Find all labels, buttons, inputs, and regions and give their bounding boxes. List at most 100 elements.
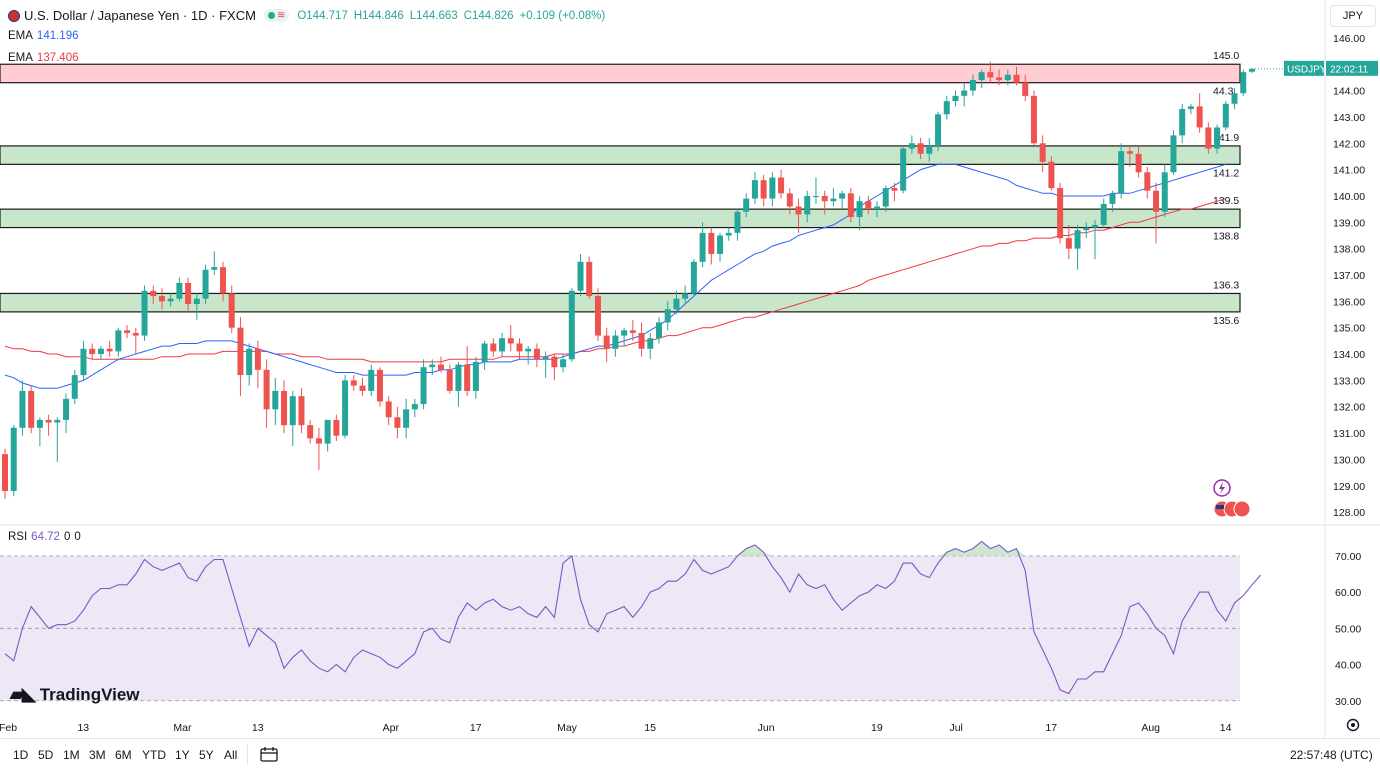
candle-body bbox=[455, 364, 462, 391]
candle-body bbox=[1187, 106, 1194, 110]
candle-body bbox=[333, 419, 340, 436]
candle-body bbox=[830, 198, 837, 202]
candle-body bbox=[150, 290, 157, 297]
symbol-tag-box bbox=[1284, 60, 1324, 76]
candle-body bbox=[621, 330, 628, 336]
candle-body bbox=[533, 348, 540, 360]
us-flag-icon-3[interactable] bbox=[1233, 500, 1251, 518]
candle-body bbox=[725, 232, 732, 236]
logo-text: TradingView bbox=[39, 684, 140, 704]
tf-5d[interactable]: 5D bbox=[38, 748, 54, 762]
tf-1d[interactable]: 1D bbox=[13, 748, 29, 762]
candle-body bbox=[281, 390, 288, 426]
price-chart[interactable]: 145.044.3141.9141.2139.5138.8136.3135.61… bbox=[0, 0, 1380, 738]
zone-label-low: 138.8 bbox=[1213, 231, 1239, 243]
symbol-tag-text: USDJPY bbox=[1287, 64, 1327, 75]
candle-body bbox=[106, 348, 113, 352]
candle-body bbox=[586, 261, 593, 297]
timeframe-bar: 1D 5D 1M 3M 6M YTD 1Y 5Y All bbox=[0, 740, 1380, 770]
candle-body bbox=[751, 180, 758, 199]
calendar-range-icon[interactable] bbox=[260, 746, 278, 762]
axis-settings-icon[interactable] bbox=[1345, 717, 1361, 733]
symbol-title[interactable]: U.S. Dollar / Japanese Yen · 1D · FXCM bbox=[24, 8, 256, 23]
ema-long-legend[interactable]: EMA 137.406 bbox=[8, 52, 79, 64]
event-markers[interactable] bbox=[1212, 479, 1252, 521]
x-tick-label: 14 bbox=[1220, 722, 1232, 734]
candle-body bbox=[307, 425, 314, 439]
price-tick-label: 131.00 bbox=[1333, 428, 1365, 440]
candle-body bbox=[1126, 151, 1133, 154]
ema-short-legend[interactable]: EMA 141.196 bbox=[8, 30, 79, 42]
candle-body bbox=[237, 327, 244, 376]
price-tick-label: 134.00 bbox=[1333, 349, 1365, 361]
candle-body bbox=[254, 348, 261, 370]
candle-body bbox=[908, 143, 915, 149]
candle-body bbox=[1240, 72, 1247, 94]
x-tick-label: 15 bbox=[644, 722, 656, 734]
x-tick-label: 17 bbox=[1045, 722, 1057, 734]
tf-ytd[interactable]: YTD bbox=[142, 748, 166, 762]
price-tick-label: 144.00 bbox=[1333, 86, 1365, 98]
candle-body bbox=[1100, 203, 1107, 225]
utc-clock[interactable]: 22:57:48 (UTC) bbox=[1290, 748, 1373, 762]
tv-logo-icon: ▰◣ bbox=[10, 684, 36, 704]
price-tick-label: 129.00 bbox=[1333, 481, 1365, 493]
candle-body bbox=[1222, 103, 1229, 128]
x-tick-label: Aug bbox=[1141, 722, 1160, 734]
candle-body bbox=[1022, 82, 1029, 96]
candle-body bbox=[36, 419, 43, 428]
tf-5y[interactable]: 5Y bbox=[199, 748, 214, 762]
candle-body bbox=[847, 193, 854, 218]
candle-body bbox=[996, 77, 1003, 81]
candle-body bbox=[19, 390, 26, 428]
candle-body bbox=[438, 364, 444, 370]
price-tick-label: 132.00 bbox=[1333, 402, 1365, 414]
candle-body bbox=[978, 72, 985, 81]
tf-6m[interactable]: 6M bbox=[115, 748, 132, 762]
price-tick-label: 130.00 bbox=[1333, 454, 1365, 466]
candle-body bbox=[246, 348, 253, 376]
zone-label-high: 139.5 bbox=[1213, 195, 1239, 207]
tf-1y[interactable]: 1Y bbox=[175, 748, 190, 762]
market-open-icon bbox=[267, 12, 275, 19]
candle-body bbox=[368, 369, 375, 391]
x-tick-label: Apr bbox=[383, 722, 400, 734]
candle-body bbox=[769, 177, 776, 199]
candle-body bbox=[193, 298, 200, 304]
candle-body bbox=[464, 364, 471, 391]
close-value: C144.826 bbox=[463, 9, 514, 22]
candle-body bbox=[690, 261, 697, 294]
candle-body bbox=[961, 90, 968, 96]
candle-body bbox=[577, 261, 584, 291]
candle-body bbox=[220, 267, 226, 294]
change-value: +0.109 (+0.08%) bbox=[519, 9, 606, 22]
candle-body bbox=[656, 322, 662, 339]
candle-body bbox=[969, 80, 976, 91]
price-tick-label: 141.00 bbox=[1333, 165, 1365, 177]
rsi-overbought-fill bbox=[938, 541, 1026, 556]
zone-label-low: 135.6 bbox=[1213, 315, 1239, 327]
rsi-legend[interactable]: RSI 64.72 0 0 bbox=[8, 531, 81, 543]
open-value: O144.717 bbox=[297, 9, 348, 22]
market-status-badge[interactable]: ≋ bbox=[263, 9, 290, 22]
tf-all[interactable]: All bbox=[224, 748, 238, 762]
candle-body bbox=[638, 332, 645, 349]
tf-1m[interactable]: 1M bbox=[63, 748, 80, 762]
high-value: H144.846 bbox=[353, 9, 404, 22]
candle-body bbox=[324, 419, 331, 444]
candle-body bbox=[507, 338, 514, 344]
candle-body bbox=[699, 232, 706, 262]
currency-button[interactable]: JPY bbox=[1330, 5, 1376, 27]
candle-body bbox=[1004, 74, 1011, 81]
zone-green-2 bbox=[0, 208, 1241, 229]
candle-body bbox=[778, 177, 785, 194]
candle-body bbox=[1196, 106, 1203, 128]
price-tick-label: 136.00 bbox=[1333, 296, 1365, 308]
candle-body bbox=[71, 375, 78, 399]
tf-3m[interactable]: 3M bbox=[89, 748, 106, 762]
candle-body bbox=[1205, 127, 1212, 149]
candle-body bbox=[124, 330, 131, 333]
candle-body bbox=[795, 206, 802, 215]
candle-body bbox=[786, 193, 793, 207]
ema-short-value: 141.196 bbox=[36, 30, 79, 42]
